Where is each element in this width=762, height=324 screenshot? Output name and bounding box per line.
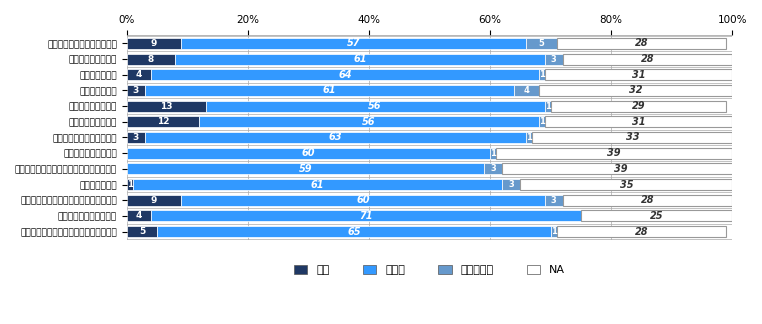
Bar (126, 101, 206, 111)
Text: 32: 32 (629, 86, 642, 95)
Bar (126, 69, 151, 80)
Text: 60: 60 (356, 195, 370, 205)
Bar (502, 163, 738, 174)
Text: 31: 31 (632, 117, 645, 127)
Bar (126, 38, 181, 49)
Text: 35: 35 (620, 179, 633, 190)
Legend: はい, いいえ, わからない, NA: はい, いいえ, わからない, NA (290, 260, 569, 280)
Text: 28: 28 (635, 38, 648, 48)
Bar (557, 38, 726, 49)
Text: 57: 57 (347, 38, 360, 48)
Bar (539, 85, 732, 96)
Bar (520, 179, 732, 190)
Text: 61: 61 (323, 86, 336, 95)
Bar (545, 101, 551, 111)
Bar (126, 226, 157, 237)
Bar (490, 148, 496, 159)
Bar (206, 101, 545, 111)
Bar (126, 53, 175, 64)
Text: 28: 28 (641, 195, 655, 205)
Bar (126, 116, 200, 127)
Text: 4: 4 (136, 70, 142, 79)
Text: 56: 56 (368, 101, 382, 111)
Text: 1: 1 (539, 117, 545, 126)
Text: 4: 4 (523, 86, 530, 95)
Bar (545, 69, 732, 80)
Bar (126, 210, 151, 221)
Text: 59: 59 (299, 164, 312, 174)
Bar (545, 116, 732, 127)
Bar (563, 195, 732, 206)
Bar (133, 179, 502, 190)
Bar (545, 53, 563, 64)
Bar (514, 85, 539, 96)
Text: 71: 71 (359, 211, 373, 221)
Text: 3: 3 (133, 133, 139, 142)
Text: 1: 1 (545, 102, 550, 110)
Bar (151, 69, 539, 80)
Bar (557, 226, 726, 237)
Bar (502, 179, 520, 190)
Bar (551, 226, 557, 237)
Text: 3: 3 (490, 164, 496, 173)
Text: 3: 3 (133, 86, 139, 95)
Text: 29: 29 (632, 101, 645, 111)
Text: 64: 64 (338, 70, 351, 80)
Bar (126, 148, 490, 159)
Bar (126, 179, 133, 190)
Text: 12: 12 (157, 117, 169, 126)
Bar (181, 38, 527, 49)
Text: 61: 61 (353, 54, 367, 64)
Bar (539, 69, 545, 80)
Text: 9: 9 (151, 39, 157, 48)
Text: 9: 9 (151, 196, 157, 205)
Text: 56: 56 (362, 117, 376, 127)
Text: 1: 1 (126, 180, 133, 189)
Bar (581, 210, 732, 221)
Text: 31: 31 (632, 70, 645, 80)
Text: 65: 65 (347, 226, 360, 237)
Text: 1: 1 (490, 149, 496, 158)
Text: 3: 3 (551, 54, 556, 64)
Text: 61: 61 (311, 179, 325, 190)
Text: 3: 3 (508, 180, 514, 189)
Text: 3: 3 (551, 196, 556, 205)
Bar (484, 163, 502, 174)
Bar (126, 163, 484, 174)
Bar (539, 116, 545, 127)
Text: 13: 13 (160, 102, 172, 110)
Text: 5: 5 (139, 227, 145, 236)
Bar (533, 132, 732, 143)
Text: 39: 39 (613, 164, 627, 174)
Bar (496, 148, 732, 159)
Bar (175, 53, 545, 64)
Text: 5: 5 (539, 39, 545, 48)
Bar (145, 85, 514, 96)
Bar (527, 132, 533, 143)
Text: 1: 1 (539, 70, 545, 79)
Bar (126, 85, 145, 96)
Text: 1: 1 (551, 227, 556, 236)
Text: 1: 1 (527, 133, 533, 142)
Bar (126, 195, 181, 206)
Text: 28: 28 (641, 54, 655, 64)
Bar (527, 38, 557, 49)
Bar (181, 195, 545, 206)
Bar (151, 210, 581, 221)
Text: 60: 60 (302, 148, 315, 158)
Text: 25: 25 (650, 211, 664, 221)
Text: 4: 4 (136, 212, 142, 220)
Text: 63: 63 (329, 133, 342, 143)
Bar (126, 132, 145, 143)
Text: 33: 33 (626, 133, 639, 143)
Bar (157, 226, 551, 237)
Text: 8: 8 (148, 54, 154, 64)
Bar (200, 116, 539, 127)
Bar (145, 132, 527, 143)
Text: 28: 28 (635, 226, 648, 237)
Bar (545, 195, 563, 206)
Bar (551, 101, 726, 111)
Bar (563, 53, 732, 64)
Text: 39: 39 (607, 148, 621, 158)
